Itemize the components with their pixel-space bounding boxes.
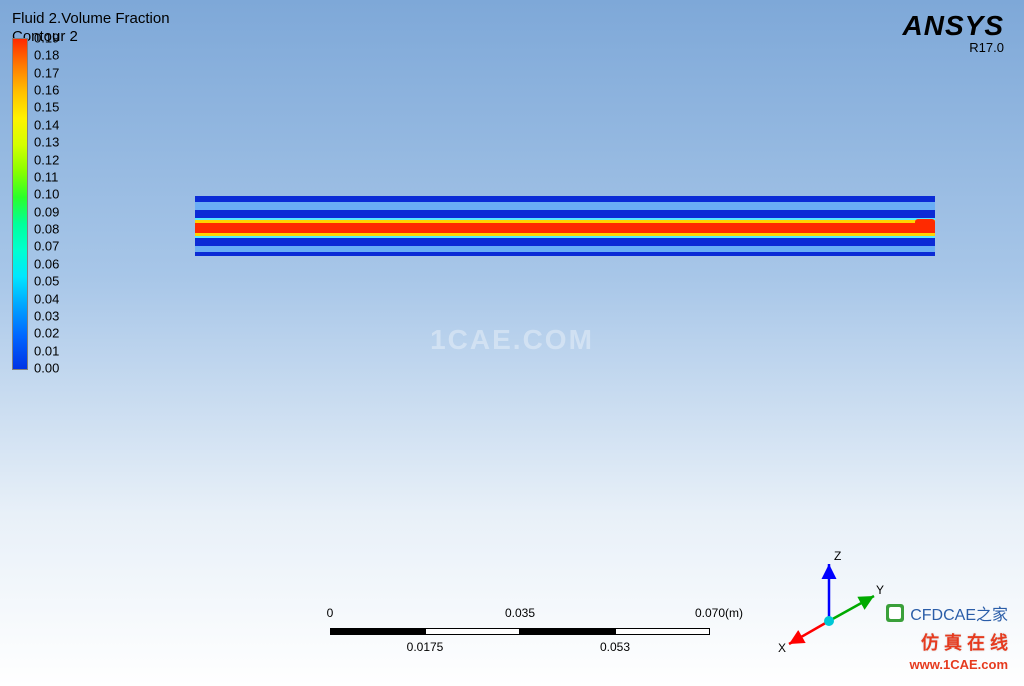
legend-tick: 0.16 (34, 83, 59, 98)
scale-ruler: (m) 00.0350.070 0.01750.053 (330, 606, 710, 656)
contour-band (195, 210, 935, 218)
brand-block: ANSYS R17.0 (903, 10, 1004, 55)
contour-plot[interactable] (195, 196, 935, 256)
axis-x (789, 621, 829, 644)
scale-top-labels: (m) 00.0350.070 (330, 606, 710, 622)
axis-y (829, 596, 874, 621)
legend-tick: 0.18 (34, 48, 59, 63)
legend-tick: 0.03 (34, 308, 59, 323)
legend-tick: 0.05 (34, 274, 59, 289)
scale-bar (330, 628, 710, 635)
result-variable: Fluid 2.Volume Fraction (12, 10, 170, 28)
legend-gradient-bar (12, 38, 28, 370)
legend-tick: 0.10 (34, 187, 59, 202)
color-legend: 0.190.180.170.160.150.140.130.120.110.10… (12, 38, 34, 370)
triad-origin-dot (824, 616, 834, 626)
axis-label-x: X (778, 641, 786, 655)
scale-segment (520, 628, 615, 635)
watermark-bottom-right: CFDCAE之家 仿 真 在 线 www.1CAE.com (886, 601, 1008, 672)
contour-band (195, 202, 935, 210)
legend-tick: 0.01 (34, 343, 59, 358)
scale-bottom-labels: 0.0175 0.053 (330, 640, 710, 656)
scale-tick-label: 0.053 (600, 640, 630, 654)
scale-tick-label: 0.0175 (407, 640, 444, 654)
scale-tick-label: 0.035 (505, 606, 535, 620)
brand-logo-text: ANSYS (903, 10, 1004, 42)
contour-band (195, 238, 935, 246)
watermark-center: 1CAE.COM (430, 324, 594, 356)
scale-segment (425, 628, 520, 635)
scale-unit: (m) (725, 606, 743, 620)
legend-tick: 0.06 (34, 256, 59, 271)
cfd-viewport[interactable]: Fluid 2.Volume Fraction Contour 2 ANSYS … (0, 0, 1024, 686)
axis-label-y: Y (876, 583, 884, 597)
legend-tick: 0.13 (34, 135, 59, 150)
scale-tick-label: 0 (327, 606, 334, 620)
legend-tick: 0.02 (34, 326, 59, 341)
watermark-source: CFDCAE之家 (886, 601, 1008, 625)
legend-tick: 0.15 (34, 100, 59, 115)
legend-tick: 0.09 (34, 204, 59, 219)
legend-tick: 0.00 (34, 361, 59, 376)
legend-tick: 0.04 (34, 291, 59, 306)
scale-tick-label: 0.070 (695, 606, 725, 620)
legend-tick: 0.17 (34, 65, 59, 80)
legend-tick: 0.08 (34, 222, 59, 237)
brand-version: R17.0 (903, 40, 1004, 55)
watermark-site-url: www.1CAE.com (886, 657, 1008, 672)
contour-core-band (195, 223, 935, 233)
contour-band (195, 252, 935, 256)
axis-triad[interactable]: Z Y X (774, 546, 884, 656)
axis-label-z: Z (834, 549, 841, 563)
legend-tick: 0.07 (34, 239, 59, 254)
legend-tick: 0.11 (34, 169, 58, 184)
legend-tick: 0.19 (34, 31, 59, 46)
scale-segment (330, 628, 425, 635)
legend-tick: 0.14 (34, 117, 59, 132)
watermark-site-name: 仿 真 在 线 (886, 629, 1008, 655)
scale-segment (615, 628, 710, 635)
wechat-icon (886, 604, 904, 622)
legend-tick: 0.12 (34, 152, 59, 167)
